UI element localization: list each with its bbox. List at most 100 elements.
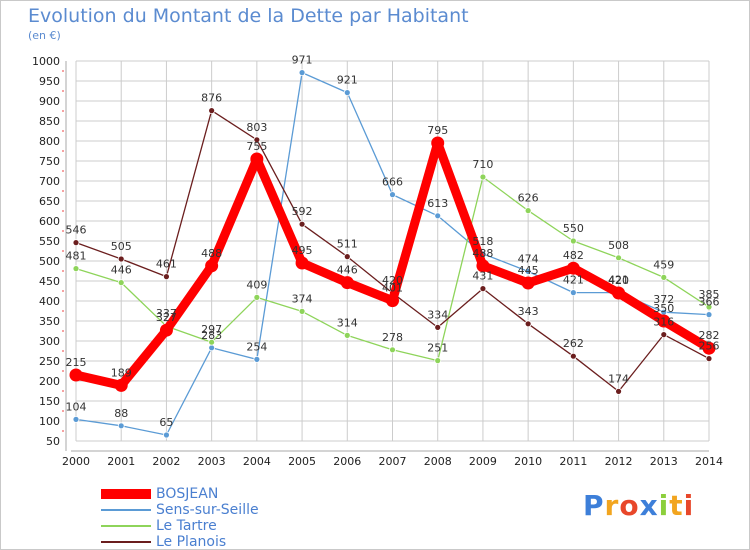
data-label-le-planois-2000: 546 xyxy=(66,224,87,237)
data-point-sens-sur-seille-2004 xyxy=(253,355,261,363)
data-point-sens-sur-seille-2001 xyxy=(117,422,125,430)
data-point-le-planois-2011 xyxy=(569,352,577,360)
legend-item-sens-sur-seille[interactable]: Sens-sur-Seille xyxy=(101,502,361,518)
x-tick-label-2003: 2003 xyxy=(198,455,226,468)
logo-letter: o xyxy=(619,489,640,522)
series-layer xyxy=(69,69,716,439)
data-label-bosjean-2006: 446 xyxy=(337,264,358,277)
x-tick-label-2002: 2002 xyxy=(152,455,180,468)
data-label-le-tartre-2003: 297 xyxy=(201,323,222,336)
data-point-le-tartre-2010 xyxy=(524,207,532,215)
y-tick-label-200: 200 xyxy=(39,375,60,388)
data-point-bosjean-2011 xyxy=(566,261,580,275)
y-tick-label-800: 800 xyxy=(39,135,60,148)
legend-item-bosjean[interactable]: BOSJEAN xyxy=(101,486,361,502)
data-point-bosjean-2013 xyxy=(657,314,671,328)
data-label-le-planois-2008: 334 xyxy=(427,308,448,321)
x-tick-label-2008: 2008 xyxy=(424,455,452,468)
data-label-le-planois-2013: 316 xyxy=(653,316,674,329)
data-label-le-planois-2014: 256 xyxy=(699,340,720,353)
x-tick-label-2005: 2005 xyxy=(288,455,316,468)
logo-letter: r xyxy=(604,489,620,522)
data-label-layer: 215 189 327 488 755 495 446 401 795 488 445 482 420 3… xyxy=(66,54,720,429)
logo-letter: t xyxy=(669,489,684,522)
logo-letter: i xyxy=(683,489,695,522)
data-label-le-tartre-2002: 337 xyxy=(156,307,177,320)
data-label-bosjean-2000: 215 xyxy=(66,356,87,369)
data-point-le-planois-2012 xyxy=(615,387,622,395)
data-label-sens-sur-seille-2012: 421 xyxy=(608,274,629,287)
data-point-le-planois-2005 xyxy=(298,220,306,228)
data-label-le-tartre-2001: 446 xyxy=(111,264,132,277)
legend-label: Le Planois xyxy=(156,534,227,550)
data-point-bosjean-2001 xyxy=(114,378,128,392)
data-point-bosjean-2007 xyxy=(386,294,399,308)
data-label-sens-sur-seille-2011: 421 xyxy=(563,274,584,287)
y-tick-label-300: 300 xyxy=(39,335,60,348)
data-label-bosjean-2004: 755 xyxy=(246,140,267,153)
data-label-sens-sur-seille-2014: 366 xyxy=(699,296,720,309)
data-point-le-tartre-2009 xyxy=(479,173,487,181)
y-tick-label-750: 750 xyxy=(39,155,60,168)
x-tick-label-2004: 2004 xyxy=(243,455,271,468)
data-point-le-tartre-2004 xyxy=(253,293,261,301)
data-point-sens-sur-seille-2003 xyxy=(208,344,216,352)
y-tick-label-850: 850 xyxy=(39,115,60,128)
data-point-sens-sur-seille-2005 xyxy=(298,69,306,76)
data-label-bosjean-2014: 282 xyxy=(699,329,720,342)
data-point-sens-sur-seille-2006 xyxy=(343,89,351,96)
data-point-le-tartre-2013 xyxy=(660,273,668,281)
legend-label: BOSJEAN xyxy=(156,486,219,502)
data-point-le-planois-2001 xyxy=(117,255,125,263)
x-tick-label-2001: 2001 xyxy=(107,455,135,468)
data-label-sens-sur-seille-2005: 971 xyxy=(292,54,313,67)
data-label-le-planois-2006: 511 xyxy=(337,238,358,251)
data-label-sens-sur-seille-2002: 65 xyxy=(159,416,173,429)
data-point-le-tartre-2001 xyxy=(117,279,125,287)
logo-letter: x xyxy=(639,489,659,522)
x-tick-label-2010: 2010 xyxy=(514,455,542,468)
data-point-le-planois-2004 xyxy=(253,136,261,144)
y-tick-label-550: 550 xyxy=(39,235,60,248)
legend-swatch xyxy=(101,509,151,511)
data-point-le-tartre-2014 xyxy=(705,303,713,311)
data-label-le-planois-2010: 343 xyxy=(518,305,539,318)
data-point-le-planois-2002 xyxy=(163,273,170,281)
data-point-le-tartre-2011 xyxy=(569,237,577,245)
data-label-sens-sur-seille-2010: 474 xyxy=(518,252,539,265)
y-tick-label-950: 950 xyxy=(39,75,60,88)
data-point-le-planois-2003 xyxy=(208,107,216,114)
data-point-bosjean-2003 xyxy=(205,259,219,273)
x-tick-label-2009: 2009 xyxy=(469,455,497,468)
data-label-le-planois-2009: 431 xyxy=(472,270,493,283)
data-point-sens-sur-seille-2011 xyxy=(569,289,577,297)
data-label-le-tartre-2009: 710 xyxy=(472,158,493,171)
x-tick-label-2006: 2006 xyxy=(333,455,361,468)
legend-item-le-tartre[interactable]: Le Tartre xyxy=(101,518,361,534)
y-tick-label-650: 650 xyxy=(39,195,60,208)
legend-item-le-planois[interactable]: Le Planois xyxy=(101,534,361,550)
data-label-le-planois-2011: 262 xyxy=(563,337,584,350)
data-point-le-planois-2000 xyxy=(72,239,80,247)
data-label-bosjean-2010: 445 xyxy=(518,264,539,277)
legend-label: Sens-sur-Seille xyxy=(156,502,259,518)
axis-layer: 50 100 150 200 250 300 350 400 450 500 550 600 650 70… xyxy=(32,55,723,468)
data-label-le-planois-2012: 174 xyxy=(608,372,629,385)
data-label-le-planois-2004: 803 xyxy=(246,121,267,134)
data-point-sens-sur-seille-2008 xyxy=(434,212,442,220)
data-label-bosjean-2011: 482 xyxy=(563,249,584,262)
data-point-bosjean-2012 xyxy=(612,286,626,300)
y-tick-label-700: 700 xyxy=(39,175,60,188)
data-point-sens-sur-seille-2010 xyxy=(524,267,532,275)
data-label-le-planois-2007: 420 xyxy=(382,274,403,287)
data-label-le-tartre-2014: 385 xyxy=(699,288,720,301)
data-point-bosjean-2009 xyxy=(476,259,490,273)
data-label-le-tartre-2012: 508 xyxy=(608,239,629,252)
y-tick-label-1000: 1000 xyxy=(32,55,60,68)
data-label-bosjean-2009: 488 xyxy=(472,247,493,260)
data-point-sens-sur-seille-2002 xyxy=(163,431,170,439)
y-tick-label-150: 150 xyxy=(39,395,60,408)
data-label-le-tartre-2005: 374 xyxy=(292,292,313,305)
data-point-bosjean-2014 xyxy=(702,341,716,355)
